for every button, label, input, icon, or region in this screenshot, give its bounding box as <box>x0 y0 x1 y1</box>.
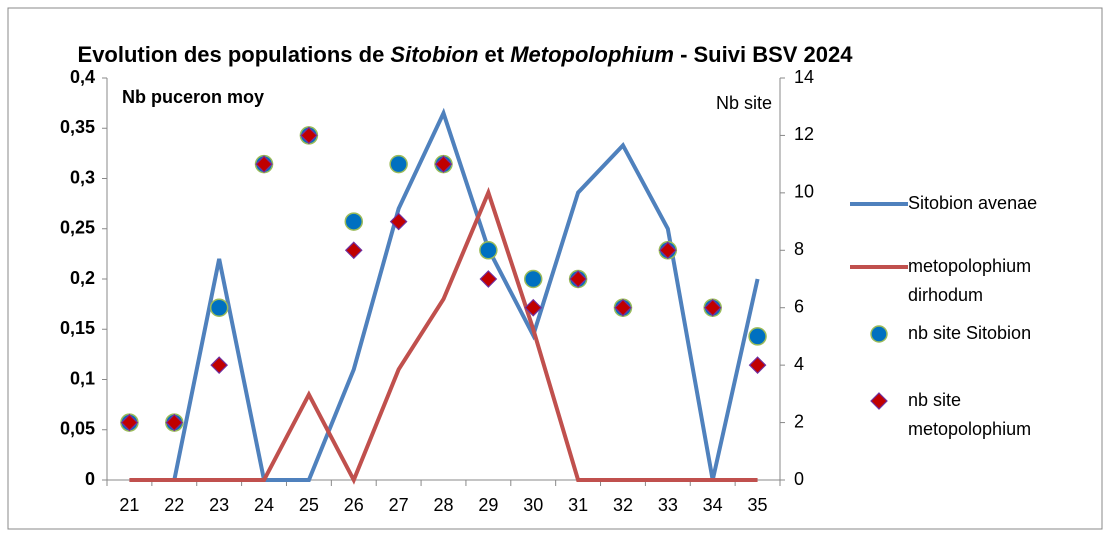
x-tick-label: 32 <box>613 495 633 515</box>
legend-diamond <box>870 392 888 410</box>
circle-marker <box>389 154 408 174</box>
legend-item: nb site Sitobion <box>850 323 1073 348</box>
x-tick-label: 31 <box>568 495 588 515</box>
diamond-marker <box>165 413 184 432</box>
legend-label: metopolophium dirhodum <box>908 256 1032 305</box>
x-tick-label: 35 <box>748 495 768 515</box>
y2-axis-label: Nb site <box>716 93 772 113</box>
y-tick-label: 0,25 <box>60 218 95 238</box>
series-line <box>129 186 758 485</box>
y2-tick-label: 8 <box>794 239 804 259</box>
x-tick-label: 25 <box>299 495 319 515</box>
y-tick-label: 0,2 <box>70 268 95 288</box>
legend-key <box>870 392 888 410</box>
legend-circle <box>870 325 888 343</box>
diamond-marker <box>524 298 543 317</box>
diamond-marker <box>748 356 767 374</box>
diamond-marker <box>434 155 453 173</box>
legend-key <box>870 325 888 343</box>
y-tick-label: 0,15 <box>60 318 95 338</box>
y-axis-label: Nb puceron moy <box>122 87 264 107</box>
diamond-marker <box>479 270 498 288</box>
legend-item: metopolophium dirhodum <box>850 256 1073 310</box>
y-tick-label: 0,3 <box>70 167 95 187</box>
diamond-marker <box>120 413 139 432</box>
x-tick-label: 29 <box>478 495 498 515</box>
y-tick-label: 0,35 <box>60 117 95 137</box>
x-tick-label: 21 <box>119 495 139 515</box>
chart-title: Evolution des populations de Sitobion et… <box>78 42 854 67</box>
y-tick-label: 0,05 <box>60 419 95 439</box>
legend-item: Sitobion avenae <box>850 193 1073 218</box>
diamond-marker <box>300 126 318 145</box>
y2-tick-label: 14 <box>794 67 814 87</box>
circle-marker <box>209 298 229 317</box>
circle-marker <box>748 327 767 346</box>
legend-label: nb site Sitobion <box>908 323 1032 343</box>
x-tick-label: 23 <box>209 495 229 515</box>
x-tick-label: 33 <box>658 495 678 515</box>
diamond-marker <box>703 298 722 317</box>
diamond-marker <box>255 155 273 173</box>
x-tick-label: 27 <box>389 495 409 515</box>
diamond-marker <box>389 212 408 231</box>
legend-label: Sitobion avenae <box>908 193 1038 213</box>
x-tick-label: 26 <box>344 495 364 515</box>
y-tick-label: 0,1 <box>70 368 95 388</box>
diamond-marker <box>210 356 229 374</box>
legend-key <box>850 202 908 206</box>
y2-tick-label: 12 <box>794 124 814 144</box>
legend-key <box>850 265 908 269</box>
legend-label: nb site metopolophium <box>908 390 1032 439</box>
y2-tick-label: 0 <box>794 469 804 489</box>
series-line <box>129 107 760 482</box>
title-part: Metopolophium <box>510 42 674 67</box>
diamond-marker <box>569 270 587 288</box>
x-tick-label: 28 <box>433 495 453 515</box>
y2-tick-label: 10 <box>794 182 814 202</box>
y-tick-label: 0,4 <box>70 67 95 87</box>
y-tick-label: 0 <box>85 469 95 489</box>
circle-marker <box>344 212 364 231</box>
y2-tick-label: 6 <box>794 296 804 316</box>
title-part: Sitobion <box>390 42 478 67</box>
legend-item: nb site metopolophium <box>850 390 1073 444</box>
diamond-marker <box>344 241 363 260</box>
diamond-marker <box>614 298 632 317</box>
diamond-marker <box>658 241 677 260</box>
circle-marker <box>479 241 498 260</box>
circle-marker <box>523 269 543 289</box>
title-part: - Suivi BSV 2024 <box>674 42 853 67</box>
y2-tick-label: 4 <box>794 354 804 374</box>
x-tick-label: 22 <box>164 495 184 515</box>
x-tick-label: 34 <box>703 495 723 515</box>
x-tick-label: 24 <box>254 495 274 515</box>
title-part: Evolution des populations de <box>78 42 391 67</box>
title-part: et <box>478 42 510 67</box>
y2-tick-label: 2 <box>794 411 804 431</box>
x-tick-label: 30 <box>523 495 543 515</box>
